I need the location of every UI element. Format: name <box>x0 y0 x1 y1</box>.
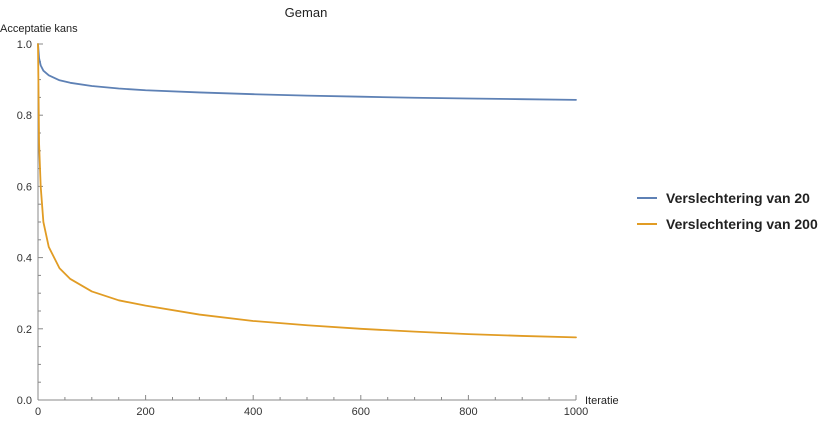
y-axis-title: Acceptatie kans <box>0 23 78 35</box>
legend-label-2: Verslechtering van 200 <box>666 216 818 232</box>
y-tick-label: 0.8 <box>17 110 32 122</box>
y-tick-label: 1.0 <box>17 39 32 51</box>
legend-label-1: Verslechtering van 20 <box>666 190 810 206</box>
x-axis-title: Iteratie <box>585 395 619 407</box>
x-tick-label: 800 <box>459 406 477 418</box>
y-tick-label: 0.2 <box>17 324 32 336</box>
x-tick-label: 0 <box>35 406 41 418</box>
chart-title: Geman <box>285 5 328 20</box>
series-line-1 <box>37 43 577 101</box>
x-tick-label: 1000 <box>564 406 588 418</box>
y-tick-label: 0.0 <box>17 395 32 407</box>
x-tick-label: 400 <box>244 406 262 418</box>
x-tick-label: 200 <box>136 406 154 418</box>
legend: Verslechtering van 20 Verslechtering van … <box>637 190 818 232</box>
y-tick-label: 0.6 <box>17 181 32 193</box>
y-tick-label: 0.4 <box>17 253 32 265</box>
x-tick-label: 600 <box>352 406 370 418</box>
series-line-2 <box>37 43 577 339</box>
series-lines <box>37 43 577 339</box>
